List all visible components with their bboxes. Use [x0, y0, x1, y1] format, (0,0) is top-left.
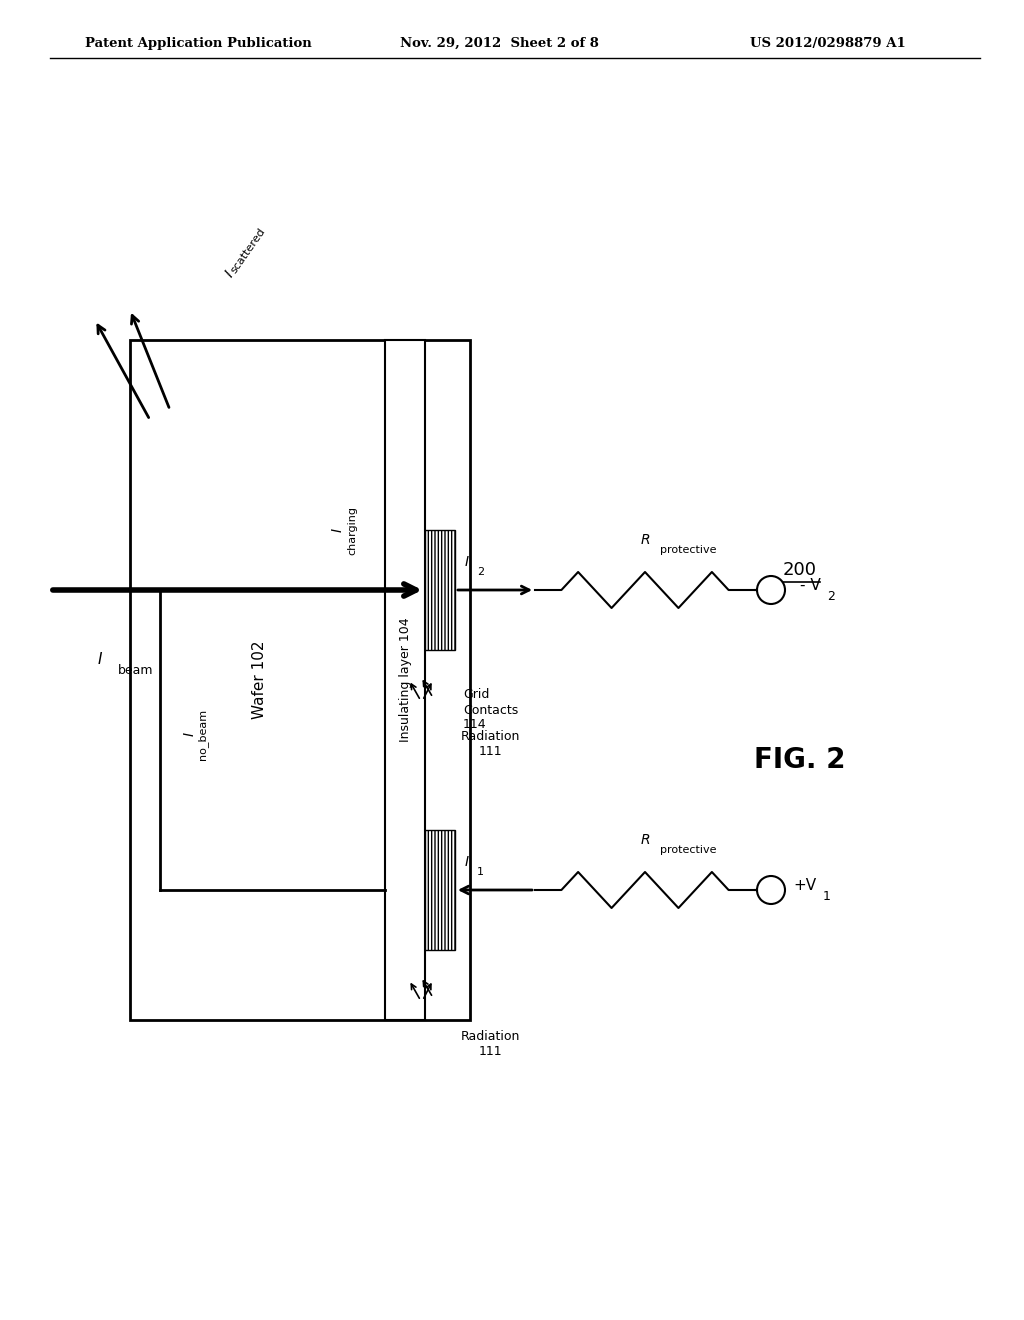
- Text: 200: 200: [783, 561, 817, 579]
- Text: I: I: [465, 554, 469, 569]
- Text: I: I: [183, 733, 197, 737]
- Bar: [130, 341, 470, 1020]
- Text: 1: 1: [477, 867, 484, 876]
- Text: Nov. 29, 2012  Sheet 2 of 8: Nov. 29, 2012 Sheet 2 of 8: [400, 37, 599, 49]
- Text: 1: 1: [823, 890, 830, 903]
- Circle shape: [757, 876, 785, 904]
- Text: no_beam: no_beam: [198, 709, 209, 760]
- Text: Grid
Contacts
114: Grid Contacts 114: [463, 689, 518, 731]
- Bar: [385, 341, 425, 1020]
- Text: - V: - V: [800, 578, 821, 594]
- Text: 2: 2: [477, 568, 484, 577]
- Text: 2: 2: [827, 590, 835, 602]
- Text: Patent Application Publication: Patent Application Publication: [85, 37, 311, 49]
- Text: scattered: scattered: [228, 226, 267, 275]
- Bar: [425, 830, 455, 950]
- Bar: [425, 531, 455, 649]
- Text: I: I: [97, 652, 102, 668]
- Text: Radiation
111: Radiation 111: [461, 1030, 520, 1059]
- Text: Insulating layer 104: Insulating layer 104: [398, 618, 412, 742]
- Text: FIG. 2: FIG. 2: [755, 746, 846, 774]
- Text: I: I: [331, 528, 345, 532]
- Text: protective: protective: [660, 545, 717, 554]
- Text: R: R: [640, 833, 650, 847]
- Text: Radiation
111: Radiation 111: [461, 730, 520, 758]
- Text: beam: beam: [118, 664, 154, 676]
- Text: I: I: [465, 855, 469, 869]
- Text: protective: protective: [660, 845, 717, 855]
- Text: R: R: [640, 533, 650, 546]
- Text: Wafer 102: Wafer 102: [253, 640, 267, 719]
- Text: +V: +V: [793, 879, 816, 894]
- Text: I: I: [223, 268, 237, 280]
- Circle shape: [757, 576, 785, 605]
- Text: US 2012/0298879 A1: US 2012/0298879 A1: [750, 37, 906, 49]
- Text: charging: charging: [347, 506, 357, 554]
